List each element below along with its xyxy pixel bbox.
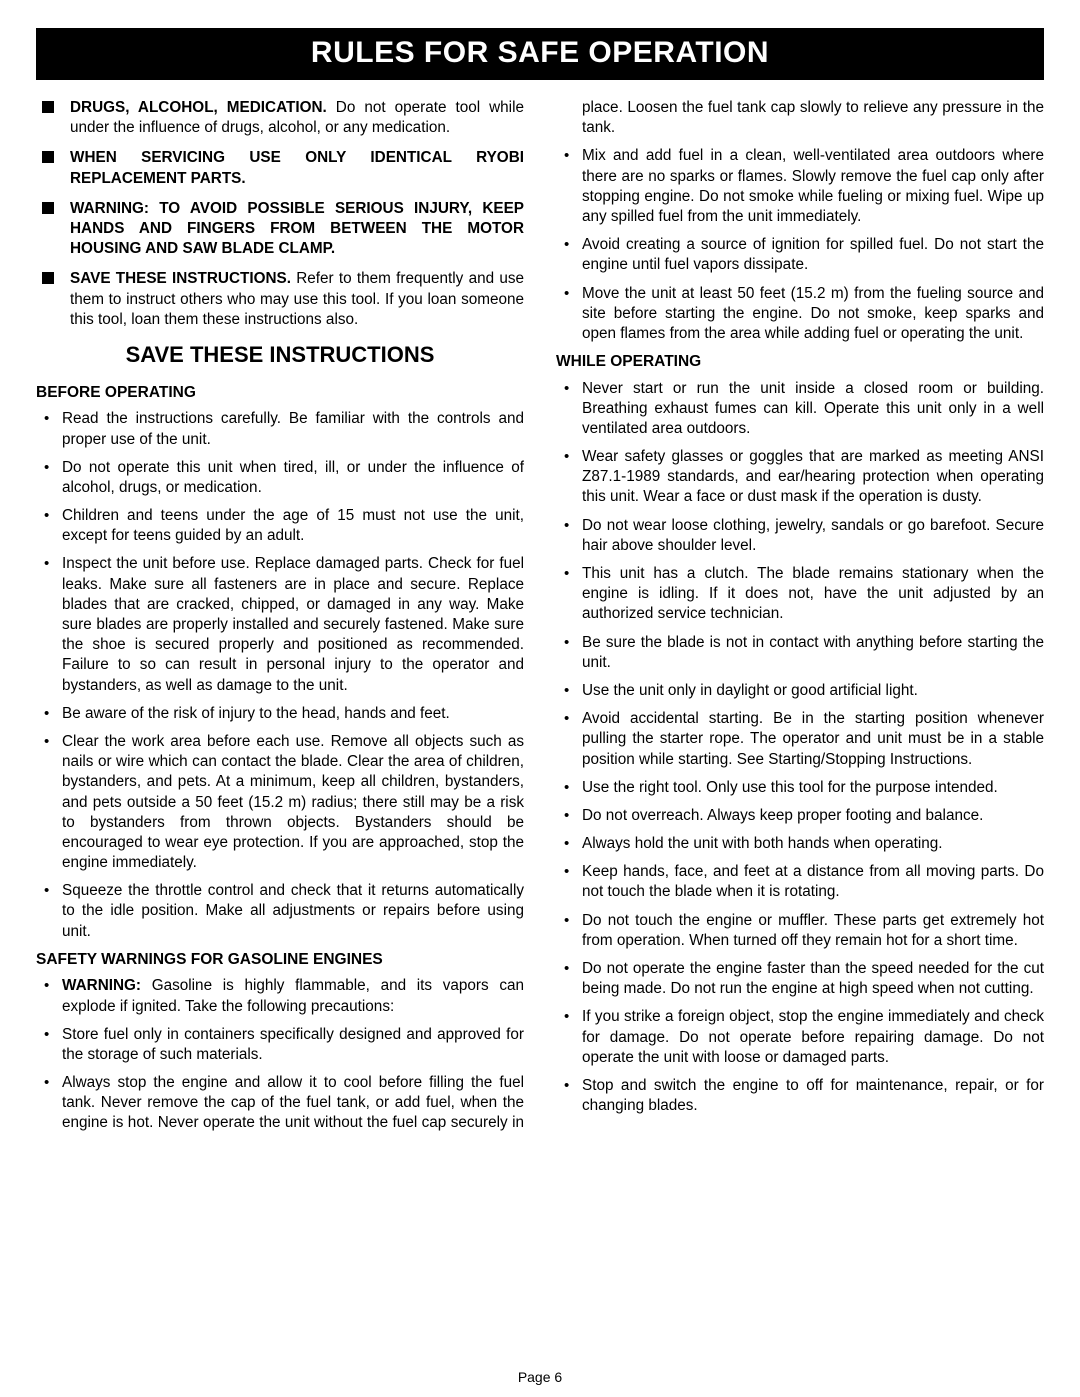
list-item: Be sure the blade is not in contact with… [556,633,1044,673]
while-operating-list: Never start or run the unit inside a clo… [556,379,1044,1117]
item-text: Wear safety glasses or goggles that are … [582,448,1044,505]
bold-run: WHEN SERVICING USE ONLY IDENTICAL RYOBI … [70,149,524,186]
item-text: Do not operate this unit when tired, ill… [62,459,524,496]
page-number: Page 6 [0,1369,1080,1385]
item-text: Children and teens under the age of 15 m… [62,507,524,544]
item-text: Avoid accidental starting. Be in the sta… [582,710,1044,767]
item-text: Never start or run the unit inside a clo… [582,380,1044,437]
gasoline-warnings-heading: SAFETY WARNINGS FOR GASOLINE ENGINES [36,950,524,970]
item-text: Do not touch the engine or muffler. Thes… [582,912,1044,949]
item-text: Stop and switch the engine to off for ma… [582,1077,1044,1114]
item-text: Do not wear loose clothing, jewelry, san… [582,517,1044,554]
item-text: Clear the work area before each use. Rem… [62,733,524,871]
square-bullet-list: DRUGS, ALCOHOL, MEDICATION. Do not opera… [36,98,524,330]
item-text: Be sure the blade is not in contact with… [582,634,1044,671]
square-item: DRUGS, ALCOHOL, MEDICATION. Do not opera… [36,98,524,138]
list-item: Clear the work area before each use. Rem… [36,732,524,873]
item-text: Avoid creating a source of ignition for … [582,236,1044,273]
page: RULES FOR SAFE OPERATION DRUGS, ALCOHOL,… [0,0,1080,1397]
list-item: Do not overreach. Always keep proper foo… [556,806,1044,826]
before-operating-list: Read the instructions carefully. Be fami… [36,409,524,942]
list-item: Inspect the unit before use. Replace dam… [36,554,524,695]
item-text: Use the right tool. Only use this tool f… [582,779,998,796]
bold-run: WARNING: TO AVOID POSSIBLE SERIOUS INJUR… [70,200,524,257]
list-item: Store fuel only in containers specifical… [36,1025,524,1065]
list-item: Never start or run the unit inside a clo… [556,379,1044,440]
item-text: Inspect the unit before use. Replace dam… [62,555,524,693]
square-item: SAVE THESE INSTRUCTIONS. Refer to them f… [36,269,524,330]
item-text: Do not operate the engine faster than th… [582,960,1044,997]
before-operating-heading: BEFORE OPERATING [36,383,524,403]
list-item: Read the instructions carefully. Be fami… [36,409,524,449]
content-columns: DRUGS, ALCOHOL, MEDICATION. Do not opera… [36,98,1044,1134]
square-item: WARNING: TO AVOID POSSIBLE SERIOUS INJUR… [36,199,524,260]
list-item: Avoid accidental starting. Be in the sta… [556,709,1044,770]
list-item: Move the unit at least 50 feet (15.2 m) … [556,284,1044,345]
bold-run: WARNING: [62,977,141,994]
item-text: Squeeze the throttle control and check t… [62,882,524,939]
item-text: Move the unit at least 50 feet (15.2 m) … [582,285,1044,342]
bold-run: SAVE THESE INSTRUCTIONS. [70,270,291,287]
list-item: Squeeze the throttle control and check t… [36,881,524,942]
square-item: WHEN SERVICING USE ONLY IDENTICAL RYOBI … [36,148,524,188]
list-item: This unit has a clutch. The blade remain… [556,564,1044,625]
list-item: WARNING: Gasoline is highly flammable, a… [36,976,524,1016]
item-text: Mix and add fuel in a clean, well-ventil… [582,147,1044,225]
list-item: Use the right tool. Only use this tool f… [556,778,1044,798]
item-text: Keep hands, face, and feet at a distance… [582,863,1044,900]
item-text: This unit has a clutch. The blade remain… [582,565,1044,622]
while-operating-heading: WHILE OPERATING [556,352,1044,372]
item-text: Read the instructions carefully. Be fami… [62,410,524,447]
list-item: Use the unit only in daylight or good ar… [556,681,1044,701]
list-item: Do not wear loose clothing, jewelry, san… [556,516,1044,556]
item-text: Do not overreach. Always keep proper foo… [582,807,983,824]
list-item: Be aware of the risk of injury to the he… [36,704,524,724]
list-item: Always hold the unit with both hands whe… [556,834,1044,854]
banner-title: RULES FOR SAFE OPERATION [36,28,1044,80]
list-item: Mix and add fuel in a clean, well-ventil… [556,146,1044,227]
list-item: Wear safety glasses or goggles that are … [556,447,1044,508]
list-item: Keep hands, face, and feet at a distance… [556,862,1044,902]
bold-run: DRUGS, ALCOHOL, MEDICATION. [70,99,327,116]
item-text: Store fuel only in containers specifical… [62,1026,524,1063]
list-item: Children and teens under the age of 15 m… [36,506,524,546]
item-text: Always hold the unit with both hands whe… [582,835,943,852]
item-text: If you strike a foreign object, stop the… [582,1008,1044,1065]
item-text: Use the unit only in daylight or good ar… [582,682,918,699]
list-item: Do not operate this unit when tired, ill… [36,458,524,498]
list-item: If you strike a foreign object, stop the… [556,1007,1044,1068]
list-item: Do not touch the engine or muffler. Thes… [556,911,1044,951]
save-instructions-heading: SAVE THESE INSTRUCTIONS [36,340,524,369]
item-text: Be aware of the risk of injury to the he… [62,705,450,722]
list-item: Avoid creating a source of ignition for … [556,235,1044,275]
list-item: Stop and switch the engine to off for ma… [556,1076,1044,1116]
list-item: Do not operate the engine faster than th… [556,959,1044,999]
